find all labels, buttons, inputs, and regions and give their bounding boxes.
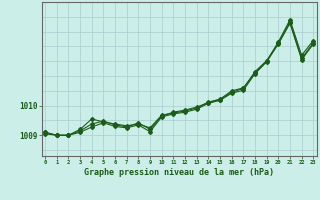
X-axis label: Graphe pression niveau de la mer (hPa): Graphe pression niveau de la mer (hPa) [84, 168, 274, 177]
